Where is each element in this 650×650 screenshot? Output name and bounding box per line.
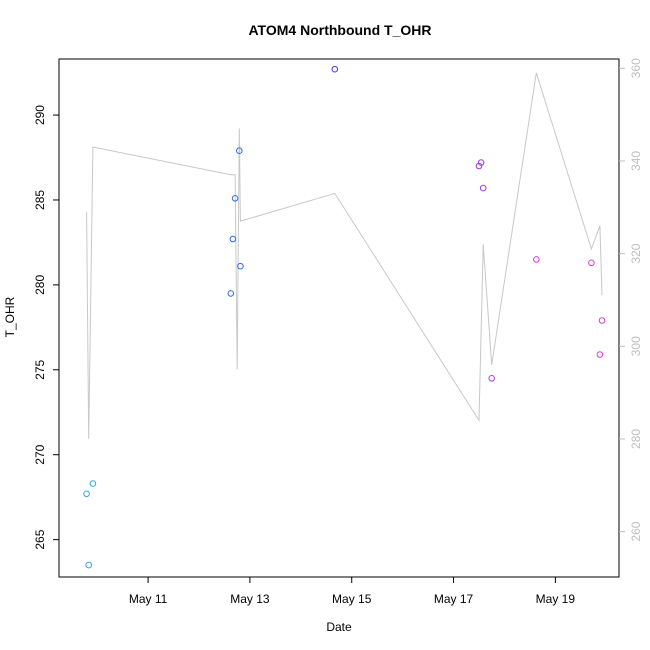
y-axis-left: 265 270 275 280 285 290 (33, 105, 59, 550)
y2-tick-label-3: 300 (629, 336, 643, 356)
x-tick-label-4: May 17 (434, 592, 474, 606)
data-point-5 (229, 235, 237, 243)
y2-tick-label-5: 340 (629, 151, 643, 171)
data-point-15 (588, 259, 595, 267)
data-point-9 (331, 65, 339, 73)
data-point-14 (533, 256, 540, 263)
points-group (83, 65, 606, 569)
y-tick-label-4: 280 (33, 275, 47, 295)
y-axis-label: T_OHR (3, 296, 17, 337)
y2-tick-label-2: 280 (629, 429, 643, 449)
secondary-line-group (86, 72, 603, 439)
y-tick-label-1: 265 (33, 529, 47, 549)
data-point-2 (85, 561, 92, 569)
data-point-16 (596, 351, 604, 358)
x-tick-label-1: May 11 (129, 592, 168, 606)
data-point-11 (477, 159, 485, 166)
y2-tick-label-4: 320 (629, 243, 643, 263)
secondary-series-line (86, 72, 603, 439)
data-point-6 (231, 195, 239, 202)
data-point-17 (598, 317, 606, 324)
data-point-13 (488, 375, 496, 382)
data-point-7 (236, 147, 243, 154)
y2-tick-label-1: 260 (629, 521, 643, 541)
y-axis-right: 260 280 300 320 340 360 (619, 58, 643, 542)
x-tick-label-3: May 15 (332, 592, 372, 606)
x-tick-label-5: May 19 (536, 592, 576, 606)
y-tick-label-2: 270 (33, 444, 47, 464)
y-tick-label-3: 275 (33, 359, 47, 379)
data-point-4 (227, 290, 235, 297)
plot-frame (58, 58, 620, 578)
y2-tick-label-6: 360 (629, 58, 643, 78)
data-point-1 (83, 490, 90, 498)
data-point-8 (237, 262, 244, 270)
x-axis: May 11 May 13 May 15 May 17 May 19 (129, 577, 576, 606)
y-tick-label-6: 290 (33, 105, 47, 125)
y-tick-label-5: 285 (33, 190, 47, 210)
x-axis-label: Date (326, 620, 352, 634)
data-point-10 (475, 162, 483, 170)
data-point-3 (89, 480, 97, 487)
chart-title: ATOM4 Northbound T_OHR (248, 22, 431, 38)
x-tick-label-2: May 13 (230, 592, 270, 606)
data-point-12 (479, 184, 487, 192)
